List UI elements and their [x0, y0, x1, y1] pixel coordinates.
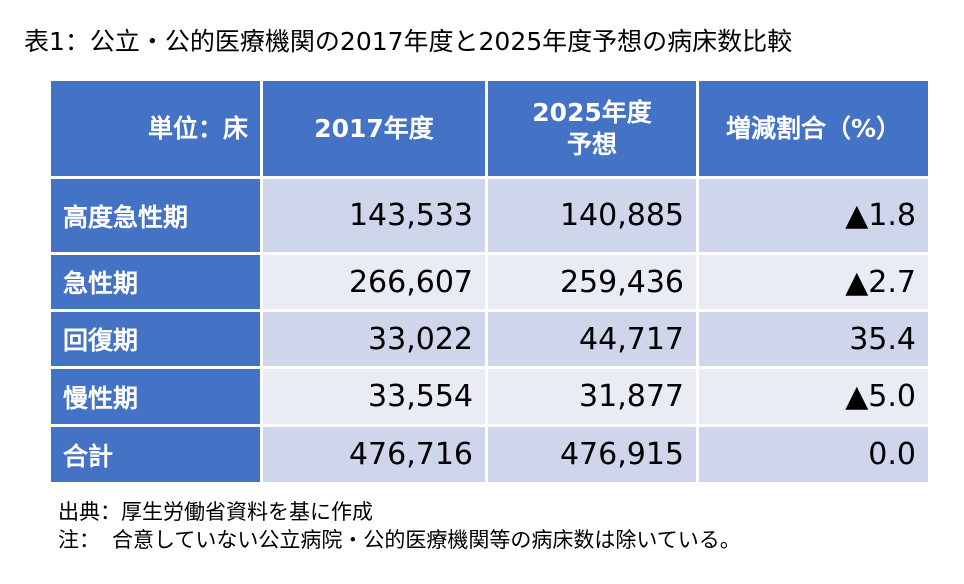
table-row: 回復期 33,022 44,717 35.4	[48, 309, 931, 369]
header-2017: 2017年度	[260, 78, 488, 179]
row-label: 回復期	[48, 309, 263, 369]
cell-change: ▲5.0	[696, 366, 931, 427]
table-row-total: 合計 476,716 476,915 0.0	[48, 424, 931, 485]
row-label: 高度急性期	[48, 176, 263, 255]
cell-2017: 33,554	[260, 366, 488, 427]
bed-count-table: 単位：床 2017年度 2025年度 予想 増減割合（%） 高度急性期 143,…	[48, 78, 931, 485]
row-label: 急性期	[48, 252, 263, 312]
note-text: 合意していない公立病院・公的医療機関等の病床数は除いている。	[112, 528, 741, 552]
header-2025: 2025年度 予想	[485, 78, 699, 179]
exclusion-note: 注： 合意していない公立病院・公的医療機関等の病床数は除いている。	[58, 526, 741, 554]
cell-2017: 33,022	[260, 309, 488, 369]
cell-2025: 140,885	[485, 176, 699, 255]
row-label: 慢性期	[48, 366, 263, 427]
note-label: 注：	[58, 528, 100, 552]
header-change: 増減割合（%）	[696, 78, 931, 179]
header-2025-line1: 2025年度	[532, 97, 652, 127]
footnotes: 出典：厚生労働省資料を基に作成 注： 合意していない公立病院・公的医療機関等の病床…	[58, 498, 741, 554]
header-2017-label: 2017年度	[314, 113, 434, 143]
unit-header-label: 単位：床	[147, 113, 248, 143]
cell-2017: 266,607	[260, 252, 488, 312]
cell-2025: 31,877	[485, 366, 699, 427]
cell-change: 35.4	[696, 309, 931, 369]
cell-2025: 476,915	[485, 424, 699, 485]
header-change-label: 増減割合（%）	[725, 113, 902, 143]
cell-2017: 476,716	[260, 424, 488, 485]
cell-2017: 143,533	[260, 176, 488, 255]
row-label: 合計	[48, 424, 263, 485]
cell-2025: 44,717	[485, 309, 699, 369]
cell-change: 0.0	[696, 424, 931, 485]
cell-change: ▲1.8	[696, 176, 931, 255]
table-row: 高度急性期 143,533 140,885 ▲1.8	[48, 176, 931, 255]
header-2025-line2: 予想	[566, 129, 617, 159]
table-header-row: 単位：床 2017年度 2025年度 予想 増減割合（%）	[48, 78, 931, 179]
table-row: 慢性期 33,554 31,877 ▲5.0	[48, 366, 931, 427]
cell-change: ▲2.7	[696, 252, 931, 312]
table-row: 急性期 266,607 259,436 ▲2.7	[48, 252, 931, 312]
unit-header: 単位：床	[48, 78, 263, 179]
source-note: 出典：厚生労働省資料を基に作成	[58, 500, 373, 524]
table-title: 表1：公立・公的医療機関の2017年度と2025年度予想の病床数比較	[24, 27, 793, 56]
cell-2025: 259,436	[485, 252, 699, 312]
